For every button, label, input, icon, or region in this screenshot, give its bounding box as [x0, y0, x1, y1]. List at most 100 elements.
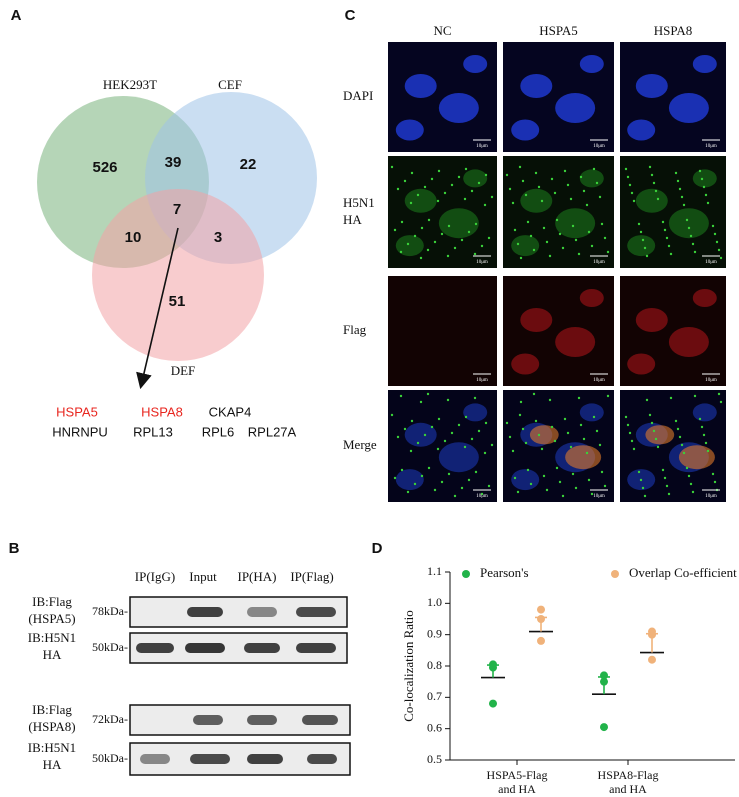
speck — [678, 435, 682, 439]
cell — [579, 289, 604, 307]
speck — [680, 443, 684, 447]
speck — [704, 441, 708, 445]
cell-overlay — [678, 445, 715, 470]
speck — [477, 429, 481, 433]
cell — [555, 93, 596, 123]
speck — [450, 431, 454, 435]
speck — [443, 191, 447, 195]
speck — [420, 226, 424, 230]
speck — [440, 480, 444, 484]
speck — [579, 423, 583, 427]
speck — [685, 218, 689, 222]
speck — [540, 447, 544, 451]
speck — [484, 173, 488, 177]
speck — [587, 230, 591, 234]
cell — [668, 93, 709, 123]
speck — [702, 185, 706, 189]
speck — [436, 447, 440, 451]
speck — [400, 220, 404, 224]
speck — [704, 193, 708, 197]
band — [193, 715, 223, 725]
speck — [689, 482, 693, 486]
row-label: DAPI — [343, 88, 373, 103]
row-label: (HSPA8) — [28, 719, 75, 734]
speck — [457, 423, 461, 427]
speck — [592, 167, 596, 171]
cell — [635, 188, 668, 213]
speck — [603, 236, 607, 240]
y-tick-label: 0.5 — [427, 752, 442, 766]
speck — [542, 474, 546, 478]
panel-letter: B — [9, 540, 20, 557]
speck — [473, 396, 477, 400]
speck — [719, 400, 723, 404]
lane-header: IP(IgG) — [135, 569, 175, 584]
speck — [474, 470, 478, 474]
speck — [558, 480, 562, 484]
speck — [676, 427, 680, 431]
speck — [406, 242, 410, 246]
scale-label: 10μm — [705, 378, 717, 383]
speck — [663, 476, 667, 480]
speck — [587, 478, 591, 482]
speck — [513, 476, 517, 480]
speck — [487, 236, 491, 240]
cell — [579, 169, 604, 188]
speck — [529, 234, 533, 238]
speck — [505, 421, 509, 425]
venn-count: 526 — [92, 159, 117, 176]
speck — [393, 228, 397, 232]
speck — [555, 466, 559, 470]
speck — [595, 181, 599, 185]
speck — [480, 244, 484, 248]
band — [140, 754, 170, 764]
scale-label: 10μm — [476, 144, 488, 149]
speck — [691, 242, 695, 246]
speck — [700, 177, 704, 181]
speck — [473, 252, 477, 256]
speck — [453, 494, 457, 498]
speck — [624, 415, 628, 419]
speck — [577, 252, 581, 256]
speck — [480, 492, 484, 496]
speck — [678, 187, 682, 191]
speck — [713, 232, 717, 236]
gene-name: CKAP4 — [209, 404, 252, 419]
speck — [592, 415, 596, 419]
speck — [598, 195, 602, 199]
scale-label: 10μm — [476, 494, 488, 499]
speck — [656, 445, 660, 449]
speck — [483, 203, 487, 207]
speck — [571, 224, 575, 228]
cell — [511, 119, 540, 141]
speck — [563, 417, 567, 421]
speck — [545, 488, 549, 492]
cell — [438, 442, 479, 473]
cell-overlay — [529, 425, 559, 445]
speck — [484, 421, 488, 425]
band — [247, 715, 277, 725]
speck — [689, 234, 693, 238]
band — [187, 607, 223, 617]
speck — [550, 425, 554, 429]
speck — [470, 189, 474, 193]
panel-letter: A — [11, 7, 22, 24]
speck — [569, 445, 573, 449]
speck — [450, 183, 454, 187]
speck — [457, 175, 461, 179]
speck — [582, 189, 586, 193]
speck — [561, 494, 565, 498]
gene-name: RPL27A — [248, 424, 297, 439]
speck — [571, 472, 575, 476]
speck — [641, 238, 645, 242]
scale-label: 10μm — [705, 260, 717, 265]
speck — [590, 492, 594, 496]
speck — [637, 222, 641, 226]
data-point — [489, 699, 497, 708]
speck — [436, 199, 440, 203]
speck — [595, 429, 599, 433]
gene-name: HSPA8 — [141, 404, 183, 419]
cell — [635, 308, 668, 332]
cell — [463, 169, 488, 188]
speck — [513, 228, 517, 232]
